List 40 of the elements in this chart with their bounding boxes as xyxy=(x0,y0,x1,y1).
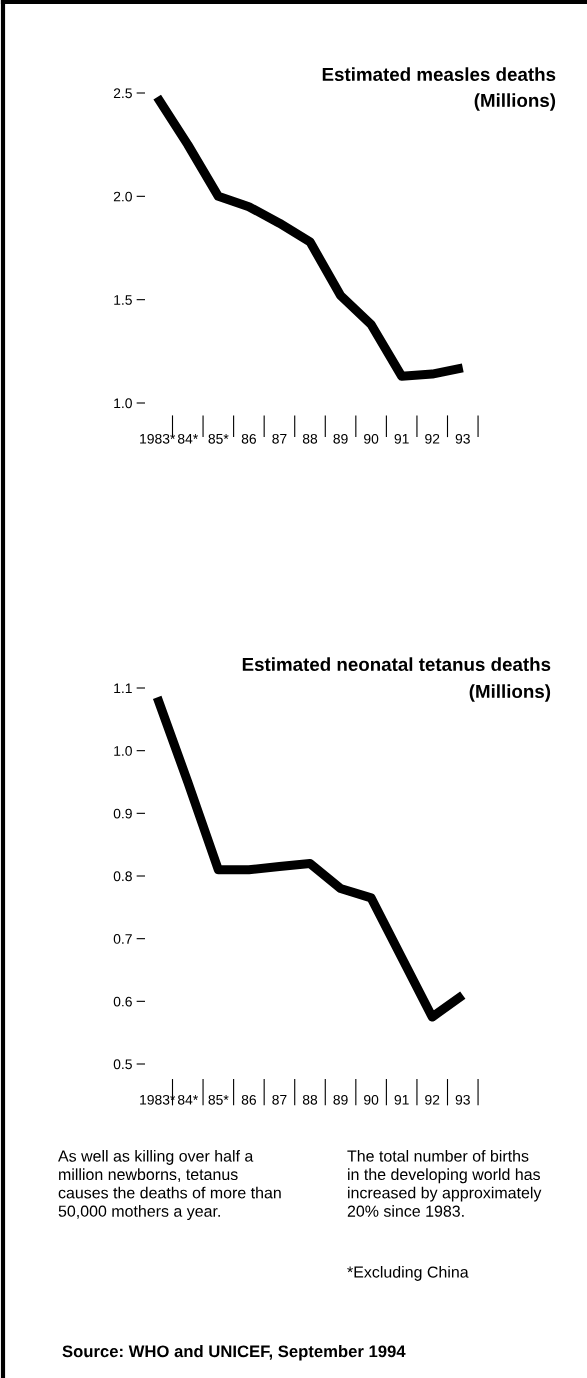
x-tick-label: 87 xyxy=(272,433,287,444)
chart-subtitle: (Millions) xyxy=(474,93,556,111)
x-tick-label: 92 xyxy=(425,433,440,444)
x-tick-label: 86 xyxy=(241,1094,256,1105)
x-tick-label: 90 xyxy=(364,433,379,444)
chart-subtitle: (Millions) xyxy=(469,684,551,702)
y-tick-label: 0.9 xyxy=(113,808,132,819)
source-note: Source: WHO and UNICEF, September 1994 xyxy=(62,1345,406,1361)
chart-title: Estimated measles deaths xyxy=(322,67,556,82)
text: The total number of births in the developing world has increased by approximately 20% since 1983. xyxy=(347,1150,542,1217)
x-tick-label: 89 xyxy=(333,433,348,444)
x-tick-label: 1983* xyxy=(140,433,176,444)
x-tick-label: 85* xyxy=(208,433,229,444)
x-tick-label: 89 xyxy=(333,1094,348,1105)
x-tick-label: 88 xyxy=(302,1094,318,1105)
x-tick-label: 84* xyxy=(177,1094,198,1105)
y-tick-label: 1.0 xyxy=(114,398,132,409)
x-tick-label: 92 xyxy=(425,1094,440,1105)
x-tick-label: 87 xyxy=(272,1094,287,1105)
x-tick-label: 84* xyxy=(177,433,198,444)
x-tick-label: 85* xyxy=(208,1094,229,1105)
y-tick-label: 0.5 xyxy=(113,1059,132,1070)
x-tick-label: 86 xyxy=(241,433,256,444)
y-tick-label: 2.0 xyxy=(113,191,132,202)
y-tick-label: 1.0 xyxy=(114,746,132,756)
x-tick-label: 91 xyxy=(394,433,409,444)
text: As well as killing over half a million newborns, tetanus causes the deaths of more than 50,000 mothers a year. xyxy=(58,1150,281,1220)
y-tick-label: 1.1 xyxy=(114,683,132,694)
x-tick-label: 93 xyxy=(455,433,470,444)
y-tick-label: 0.7 xyxy=(113,934,132,944)
text: *Excluding China xyxy=(347,1266,469,1281)
x-tick-label: 90 xyxy=(364,1094,379,1105)
chart-title: Estimated neonatal tetanus deaths xyxy=(242,657,551,672)
x-tick-label: 88 xyxy=(302,433,318,444)
y-tick-label: 1.5 xyxy=(114,295,132,305)
x-tick-label: 91 xyxy=(394,1094,409,1105)
y-tick-label: 2.5 xyxy=(113,88,132,99)
y-tick-label: 0.8 xyxy=(113,871,132,882)
x-tick-label: 93 xyxy=(455,1094,470,1105)
y-tick-label: 0.6 xyxy=(113,996,132,1007)
